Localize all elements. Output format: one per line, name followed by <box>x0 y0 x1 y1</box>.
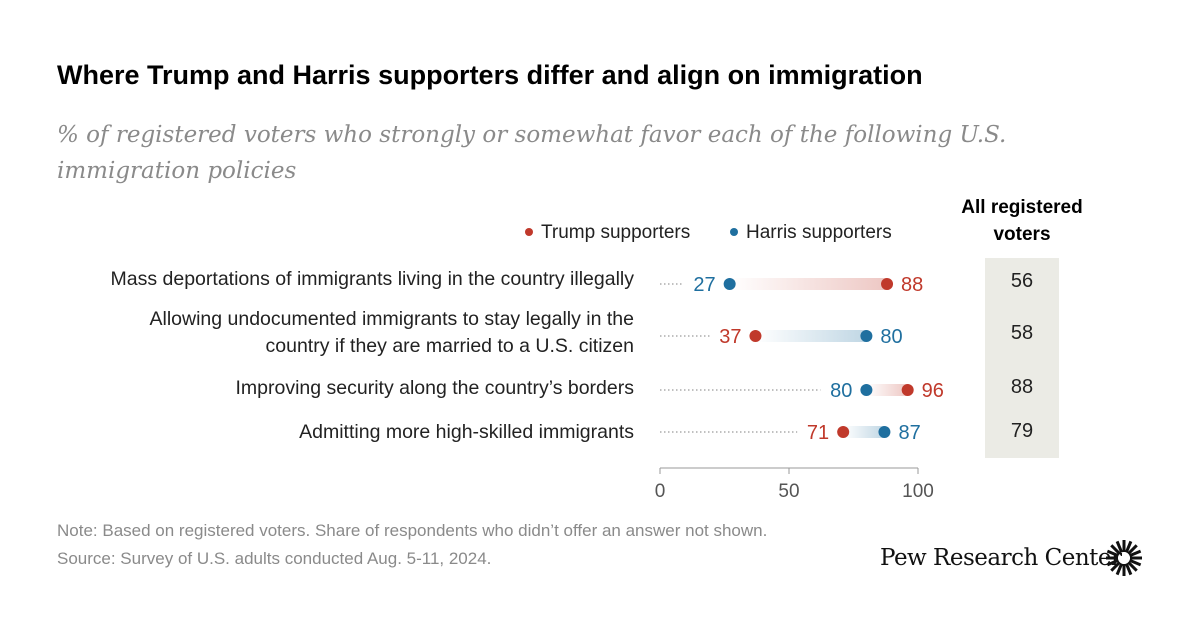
pew-logo-icon <box>1106 540 1142 576</box>
range-bar-2 <box>755 330 867 342</box>
logo-ray <box>1128 558 1142 567</box>
value-label-high-4: 87 <box>898 422 920 444</box>
logo-ray <box>1128 549 1142 558</box>
chart-note: Note: Based on registered voters. Share … <box>57 517 767 573</box>
logo-ray <box>1124 540 1133 554</box>
legend-harris-label: Harris supporters <box>746 222 892 243</box>
logo-ray <box>1115 562 1124 576</box>
value-label-high-3: 96 <box>922 380 944 402</box>
legend-harris-dot <box>730 227 738 236</box>
row-label-3: Improving security along the country’s b… <box>235 377 634 399</box>
legend-trump-dot <box>525 227 533 236</box>
row-label-4: Admitting more high-skilled immigrants <box>299 421 634 443</box>
x-tick-label-0: 0 <box>655 481 666 502</box>
logo-ray <box>1106 549 1120 558</box>
legend-trump: Trump supporters <box>525 222 690 244</box>
dot-harris-4 <box>878 426 891 438</box>
all-voters-value-3: 88 <box>1010 376 1034 398</box>
x-tick-label-100: 100 <box>902 481 934 502</box>
brand-name: Pew Research Center <box>880 545 1122 571</box>
value-label-high-2: 80 <box>880 326 902 348</box>
logo-ray <box>1127 544 1138 555</box>
value-label-high-1: 88 <box>901 274 923 296</box>
value-label-low-1: 27 <box>693 274 715 296</box>
dot-trump-1 <box>881 278 894 290</box>
row-label-2a: Allowing undocumented immigrants to stay… <box>149 308 634 330</box>
chart-title: Where Trump and Harris supporters differ… <box>57 60 923 90</box>
dot-harris-1 <box>723 278 736 290</box>
dot-trump-2 <box>749 330 762 342</box>
range-bar-1 <box>729 278 888 290</box>
logo-ray <box>1110 544 1121 555</box>
range-bar-3 <box>866 384 908 396</box>
logo-ray <box>1127 561 1138 572</box>
legend-trump-label: Trump supporters <box>541 222 691 243</box>
legend-harris: Harris supporters <box>730 222 892 244</box>
dot-trump-4 <box>837 426 850 438</box>
value-label-low-4: 71 <box>807 422 829 444</box>
row-label-2b: country if they are married to a U.S. ci… <box>265 335 634 357</box>
all-voters-value-1: 56 <box>1010 270 1034 292</box>
source-text: Source: Survey of U.S. adults conducted … <box>57 549 492 568</box>
all-voters-value-4: 79 <box>1010 420 1034 442</box>
chart-subtitle: % of registered voters who strongly or s… <box>57 122 1007 184</box>
x-tick-label-50: 50 <box>778 481 799 502</box>
value-label-low-2: 37 <box>719 326 741 348</box>
dot-harris-3 <box>860 384 873 396</box>
all-voters-value-2: 58 <box>1010 322 1034 344</box>
logo-ray <box>1110 561 1121 572</box>
value-label-low-3: 80 <box>830 380 852 402</box>
row-label-1: Mass deportations of immigrants living i… <box>110 268 634 290</box>
dot-trump-3 <box>901 384 914 396</box>
logo-ray <box>1124 562 1133 576</box>
dot-harris-2 <box>860 330 873 342</box>
range-bar-4 <box>843 426 885 438</box>
logo-ray <box>1106 558 1120 567</box>
note-text: Note: Based on registered voters. Share … <box>57 521 768 540</box>
all-voters-column-bg <box>985 258 1059 458</box>
all-voters-header: All registered voters <box>961 197 1083 245</box>
logo-ray <box>1115 540 1124 554</box>
